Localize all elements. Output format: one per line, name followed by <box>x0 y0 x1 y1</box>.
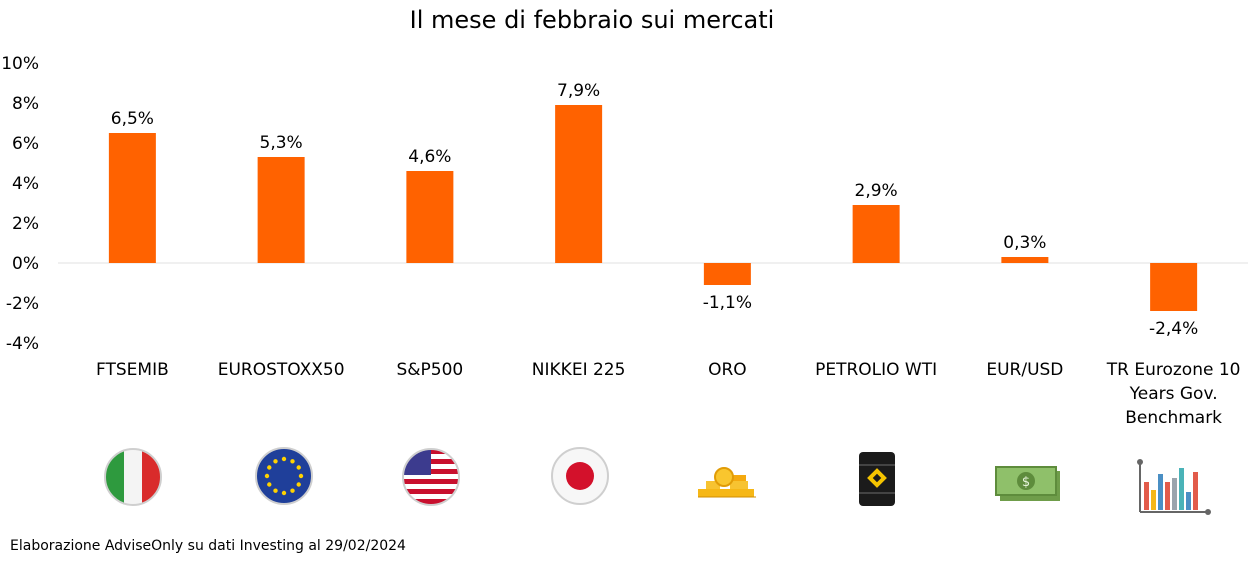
y-tick-label: 8% <box>12 94 39 114</box>
eu-star <box>281 490 287 496</box>
category-label: Benchmark <box>1125 408 1222 428</box>
category-label: FTSEMIB <box>96 360 169 380</box>
eu-star <box>296 482 301 487</box>
bar <box>257 157 305 263</box>
bar-chart: Il mese di febbraio sui mercati 10% 8% 6% 4… <box>1 6 1248 515</box>
bar <box>852 205 900 263</box>
bar <box>108 133 156 263</box>
data-labels: 6,5% 5,3% 4,6% 7,9% -1,1% 2,9% 0,3% -2,4% <box>111 81 1199 339</box>
usa-flag-icon <box>402 448 460 506</box>
data-label: 0,3% <box>1003 233 1046 253</box>
category-labels: FTSEMIB EUROSTOXX50 S&P500 NIKKEI 225 ORO PET… <box>96 360 1240 428</box>
eu-star <box>273 488 278 493</box>
data-label: 2,9% <box>855 181 898 201</box>
data-label: 4,6% <box>408 147 451 167</box>
data-label: 5,3% <box>260 133 303 153</box>
category-label: NIKKEI 225 <box>532 360 626 380</box>
oil-barrel-icon <box>859 452 895 506</box>
y-tick-label: -2% <box>6 294 39 314</box>
bar <box>1150 263 1198 311</box>
y-tick-label: 2% <box>12 214 39 234</box>
dollar-banknote-icon: $ <box>995 466 1060 501</box>
category-label: TR Eurozone 10 <box>1106 360 1241 380</box>
eu-star <box>267 465 272 470</box>
data-label: -1,1% <box>703 293 752 313</box>
y-axis: 10% 8% 6% 4% 2% 0% -2% -4% <box>1 54 39 354</box>
category-icons: $ <box>104 447 1211 515</box>
eu-star <box>290 459 295 464</box>
bars <box>108 105 1198 311</box>
category-label: EUROSTOXX50 <box>218 360 345 380</box>
y-tick-label: 4% <box>12 174 39 194</box>
category-label: S&P500 <box>397 360 464 380</box>
category-label: Years Gov. <box>1129 384 1218 404</box>
category-label: PETROLIO WTI <box>815 360 937 380</box>
chart-title: Il mese di febbraio sui mercati <box>410 6 775 34</box>
eu-star <box>273 459 278 464</box>
eu-star <box>296 465 301 470</box>
y-tick-label: 10% <box>1 54 39 74</box>
bar-chart-icon <box>1137 459 1211 515</box>
eu-star <box>267 482 272 487</box>
eu-star <box>290 488 295 493</box>
bar <box>703 263 751 285</box>
source-note: Elaborazione AdviseOnly su dati Investin… <box>10 538 406 554</box>
data-label: 6,5% <box>111 109 154 129</box>
eu-star <box>264 473 270 479</box>
y-tick-label: 6% <box>12 134 39 154</box>
y-tick-label: 0% <box>12 254 39 274</box>
japan-flag-icon <box>551 447 609 505</box>
data-label: 7,9% <box>557 81 600 101</box>
eu-star <box>298 473 304 479</box>
svg-text:$: $ <box>1022 475 1030 490</box>
bar <box>406 171 454 263</box>
bar <box>555 105 603 263</box>
eu-flag-icon <box>255 447 313 505</box>
gold-coins-icon <box>698 467 756 498</box>
category-label: ORO <box>708 360 747 380</box>
bar <box>1001 257 1049 263</box>
italy-flag-icon <box>104 448 162 506</box>
data-label: -2,4% <box>1149 319 1198 339</box>
eu-star <box>281 456 287 462</box>
y-tick-label: -4% <box>6 334 39 354</box>
category-label: EUR/USD <box>986 360 1063 380</box>
